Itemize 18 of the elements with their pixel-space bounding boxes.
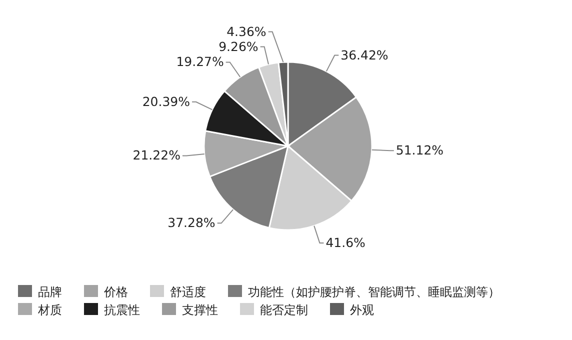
data-label: 36.42% xyxy=(340,47,388,62)
legend-label: 外观 xyxy=(350,303,374,317)
legend-label: 价格 xyxy=(103,285,128,299)
data-label: 20.39% xyxy=(142,94,190,109)
data-label: 37.28% xyxy=(168,215,216,230)
data-label: 41.6% xyxy=(326,234,366,250)
data-label: 4.36% xyxy=(226,24,266,39)
legend-label: 舒适度 xyxy=(170,285,206,299)
data-label: 19.27% xyxy=(176,54,224,70)
data-label: 21.22% xyxy=(132,148,181,163)
legend-label: 材质 xyxy=(37,303,62,317)
legend-label: 抗震性 xyxy=(104,303,140,317)
legend-label: 功能性（如护腰护脊、智能调节、睡眠监测等） xyxy=(248,285,500,299)
legend-label: 能否定制 xyxy=(260,303,308,317)
legend-label: 品牌 xyxy=(38,285,62,299)
legend-label: 支撑性 xyxy=(182,303,218,317)
data-label: 9.26% xyxy=(218,38,258,54)
data-label: 51.12% xyxy=(396,142,444,158)
